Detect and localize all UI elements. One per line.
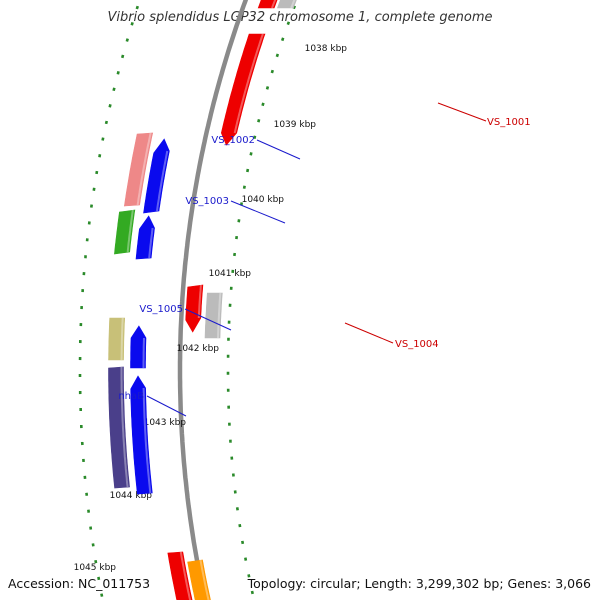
feature-bottom-red[interactable] bbox=[167, 551, 194, 600]
feature-vs1001-top-gray-highlight bbox=[290, 0, 296, 9]
feature-bottom-orange-highlight bbox=[199, 559, 210, 600]
gene-features bbox=[108, 0, 300, 600]
map-title: Vibrio splendidus LGP32 chromosome 1, co… bbox=[107, 10, 493, 25]
feature-nhaB-cds[interactable] bbox=[130, 375, 153, 495]
genome-summary-text: Topology: circular; Length: 3,299,302 bp… bbox=[247, 576, 591, 591]
feature-vs1005-cds-highlight bbox=[142, 337, 145, 368]
genome-backbone bbox=[177, 0, 249, 600]
feature-vs1005-outline-highlight bbox=[120, 317, 124, 361]
feature-nhaB-cds-highlight bbox=[142, 387, 152, 494]
feature-vs1003-outline-highlight bbox=[126, 209, 134, 253]
scale-track-inner bbox=[78, 0, 142, 600]
gene-label-vs1004[interactable]: VS_1004 bbox=[395, 339, 439, 350]
leader-vs1004 bbox=[344, 322, 394, 344]
leader-nhaB bbox=[146, 395, 187, 417]
feature-vs1001-top-highlight bbox=[271, 0, 277, 9]
gene-label-vs1005[interactable]: VS_1005 bbox=[139, 304, 183, 315]
feature-vs1004-cds[interactable] bbox=[185, 284, 204, 333]
feature-bottom-orange[interactable] bbox=[187, 559, 213, 600]
gene-label-vs1002[interactable]: VS_1002 bbox=[211, 135, 255, 146]
feature-nhaB-outline[interactable] bbox=[108, 366, 130, 489]
feature-vs1003-cds-highlight bbox=[148, 227, 154, 259]
gene-label-vs1001[interactable]: VS_1001 bbox=[487, 117, 531, 128]
leader-vs1002 bbox=[256, 139, 301, 160]
feature-vs1004-outline-highlight bbox=[217, 292, 222, 339]
feature-vs1003-outline[interactable] bbox=[114, 209, 136, 255]
gene-label-nhaB[interactable]: nhaB bbox=[118, 391, 144, 402]
feature-vs1002-cds-highlight bbox=[156, 150, 169, 212]
scale-label-1042: 1042 kbp bbox=[177, 344, 220, 354]
scale-label-1045: 1045 kbp bbox=[74, 563, 117, 573]
feature-vs1001-highlight bbox=[233, 33, 264, 134]
feature-vs1002-outline-highlight bbox=[136, 132, 152, 206]
scale-label-1040: 1040 kbp bbox=[242, 195, 285, 205]
feature-vs1005-outline[interactable] bbox=[108, 317, 126, 361]
scale-label-1044: 1044 kbp bbox=[110, 491, 153, 501]
scale-label-1041: 1041 kbp bbox=[209, 269, 252, 279]
feature-vs1002-cds[interactable] bbox=[143, 138, 170, 214]
scale-label-1039: 1039 kbp bbox=[274, 120, 317, 130]
feature-vs1004-cds-highlight bbox=[197, 284, 202, 319]
gene-label-vs1003[interactable]: VS_1003 bbox=[185, 196, 229, 207]
feature-vs1004-outline[interactable] bbox=[204, 292, 223, 339]
feature-nhaB-outline-highlight bbox=[120, 367, 129, 488]
leader-vs1001 bbox=[437, 102, 487, 122]
scale-label-1043: 1043 kbp bbox=[144, 418, 187, 428]
feature-vs1001[interactable] bbox=[220, 33, 266, 146]
feature-vs1001-top[interactable] bbox=[257, 0, 281, 9]
scale-label-1038: 1038 kbp bbox=[305, 44, 348, 54]
feature-vs1002-outline[interactable] bbox=[123, 132, 154, 207]
accession-text: Accession: NC_011753 bbox=[8, 576, 151, 591]
feature-vs1003-cds[interactable] bbox=[135, 215, 155, 260]
leader-vs1003 bbox=[230, 200, 286, 224]
leader-vs1005 bbox=[184, 308, 232, 331]
feature-vs1005-cds[interactable] bbox=[130, 325, 147, 369]
feature-vs1001-top-gray[interactable] bbox=[276, 0, 300, 9]
